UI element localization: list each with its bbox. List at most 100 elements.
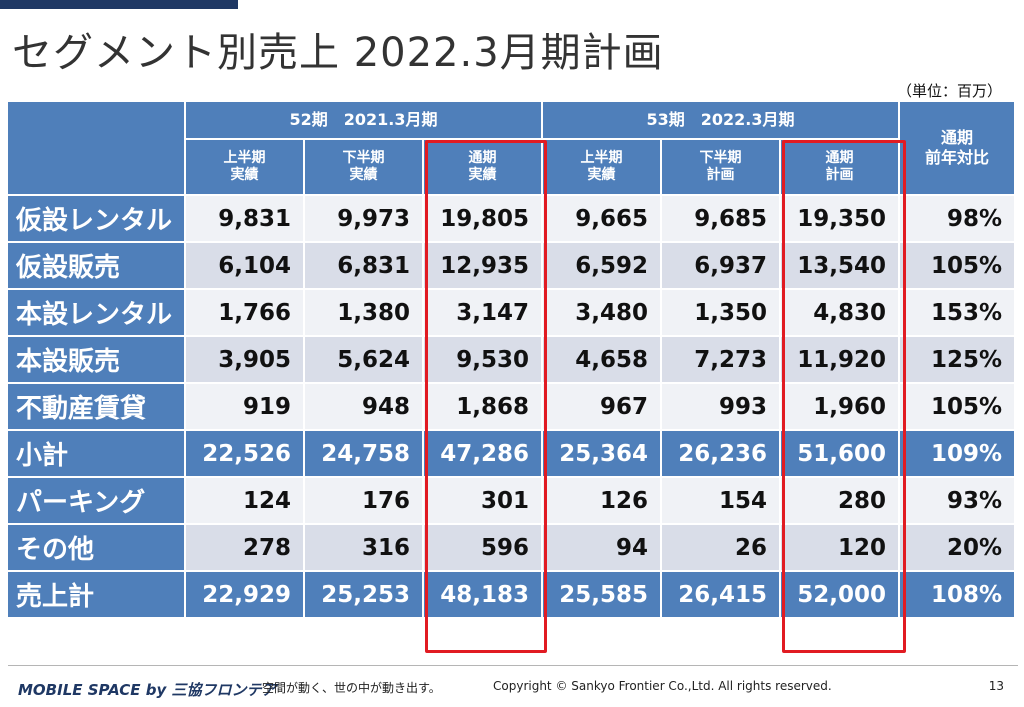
value-cell: 1,350 <box>662 290 781 337</box>
value-cell: 24,758 <box>305 431 424 478</box>
value-cell: 596 <box>424 525 543 572</box>
value-cell: 26,415 <box>662 572 781 619</box>
company-logo: MOBILE SPACE by 三協フロンテア <box>18 681 277 699</box>
table-row: 小計 22,526 24,758 47,286 25,364 26,236 51,600 10… <box>8 431 1016 478</box>
value-cell: 278 <box>186 525 305 572</box>
tagline: 空間が動く、世の中が動き出す。 <box>262 681 441 695</box>
header-yoy-line2: 前年対比 <box>924 148 989 167</box>
value-cell: 52,000 <box>781 572 900 619</box>
table-row: 売上計 22,929 25,253 48,183 25,585 26,415 52,000 1… <box>8 572 1016 619</box>
value-cell: 6,104 <box>186 243 305 290</box>
value-cell: 9,665 <box>543 196 662 243</box>
value-cell: 126 <box>543 478 662 525</box>
value-cell: 301 <box>424 478 543 525</box>
row-label: 小計 <box>8 431 186 478</box>
value-cell: 25,253 <box>305 572 424 619</box>
value-cell: 4,830 <box>781 290 900 337</box>
unit-note: （単位：百万） <box>896 82 1002 100</box>
value-cell: 26,236 <box>662 431 781 478</box>
value-cell: 120 <box>781 525 900 572</box>
top-accent-bar <box>0 0 238 9</box>
header-corner <box>8 102 186 196</box>
row-label: 本設レンタル <box>8 290 186 337</box>
value-cell: 93% <box>900 478 1016 525</box>
value-cell: 919 <box>186 384 305 431</box>
value-cell: 9,530 <box>424 337 543 384</box>
value-cell: 22,929 <box>186 572 305 619</box>
value-cell: 6,592 <box>543 243 662 290</box>
value-cell: 94 <box>543 525 662 572</box>
value-cell: 19,350 <box>781 196 900 243</box>
value-cell: 6,831 <box>305 243 424 290</box>
value-cell: 4,658 <box>543 337 662 384</box>
value-cell: 993 <box>662 384 781 431</box>
row-label: 本設販売 <box>8 337 186 384</box>
value-cell: 109% <box>900 431 1016 478</box>
value-cell: 1,868 <box>424 384 543 431</box>
value-cell: 6,937 <box>662 243 781 290</box>
value-cell: 7,273 <box>662 337 781 384</box>
value-cell: 25,585 <box>543 572 662 619</box>
value-cell: 98% <box>900 196 1016 243</box>
value-cell: 3,147 <box>424 290 543 337</box>
value-cell: 19,805 <box>424 196 543 243</box>
page-title: セグメント別売上 2022.3月期計画 <box>12 30 664 76</box>
value-cell: 48,183 <box>424 572 543 619</box>
row-label: 不動産賃貸 <box>8 384 186 431</box>
subheader-full-actual-52: 通期 実績 <box>424 140 543 196</box>
row-label: その他 <box>8 525 186 572</box>
value-cell: 280 <box>781 478 900 525</box>
value-cell: 1,766 <box>186 290 305 337</box>
value-cell: 1,380 <box>305 290 424 337</box>
value-cell: 316 <box>305 525 424 572</box>
row-label: 売上計 <box>8 572 186 619</box>
table-row: パーキング 124 176 301 126 154 280 93% <box>8 478 1016 525</box>
value-cell: 124 <box>186 478 305 525</box>
subheader-full-plan-53: 通期 計画 <box>781 140 900 196</box>
table-row: 本設レンタル 1,766 1,380 3,147 3,480 1,350 4,830 153% <box>8 290 1016 337</box>
value-cell: 154 <box>662 478 781 525</box>
value-cell: 967 <box>543 384 662 431</box>
value-cell: 108% <box>900 572 1016 619</box>
value-cell: 11,920 <box>781 337 900 384</box>
table-row: 不動産賃貸 919 948 1,868 967 993 1,960 105% <box>8 384 1016 431</box>
header-period-53: 53期 2022.3月期 <box>543 102 900 140</box>
value-cell: 153% <box>900 290 1016 337</box>
subheader-h1-actual-53: 上半期 実績 <box>543 140 662 196</box>
table-row: その他 278 316 596 94 26 120 20% <box>8 525 1016 572</box>
table-row: 仮設販売 6,104 6,831 12,935 6,592 6,937 13,540 105% <box>8 243 1016 290</box>
value-cell: 1,960 <box>781 384 900 431</box>
value-cell: 105% <box>900 243 1016 290</box>
value-cell: 9,973 <box>305 196 424 243</box>
value-cell: 12,935 <box>424 243 543 290</box>
header-period-52: 52期 2021.3月期 <box>186 102 543 140</box>
value-cell: 9,685 <box>662 196 781 243</box>
segment-sales-table: 52期 2021.3月期 53期 2022.3月期 通期 前年対比 上半期 実績 … <box>8 102 1016 619</box>
header-yoy: 通期 前年対比 <box>900 102 1016 196</box>
value-cell: 47,286 <box>424 431 543 478</box>
value-cell: 13,540 <box>781 243 900 290</box>
header-yoy-line1: 通期 <box>940 128 973 147</box>
footer-divider <box>8 665 1018 666</box>
table-row: 本設販売 3,905 5,624 9,530 4,658 7,273 11,920 125% <box>8 337 1016 384</box>
value-cell: 9,831 <box>186 196 305 243</box>
row-label: 仮設レンタル <box>8 196 186 243</box>
value-cell: 105% <box>900 384 1016 431</box>
highlight-box-fy53-plan <box>782 140 906 653</box>
value-cell: 3,905 <box>186 337 305 384</box>
value-cell: 20% <box>900 525 1016 572</box>
value-cell: 176 <box>305 478 424 525</box>
highlight-box-fy52-full <box>425 140 547 653</box>
copyright: Copyright © Sankyo Frontier Co.,Ltd. All… <box>493 679 832 693</box>
subheader-h1-actual-52: 上半期 実績 <box>186 140 305 196</box>
value-cell: 948 <box>305 384 424 431</box>
value-cell: 125% <box>900 337 1016 384</box>
value-cell: 25,364 <box>543 431 662 478</box>
value-cell: 5,624 <box>305 337 424 384</box>
subheader-h2-actual-52: 下半期 実績 <box>305 140 424 196</box>
value-cell: 22,526 <box>186 431 305 478</box>
page-number: 13 <box>988 679 1004 693</box>
value-cell: 26 <box>662 525 781 572</box>
value-cell: 3,480 <box>543 290 662 337</box>
row-label: パーキング <box>8 478 186 525</box>
